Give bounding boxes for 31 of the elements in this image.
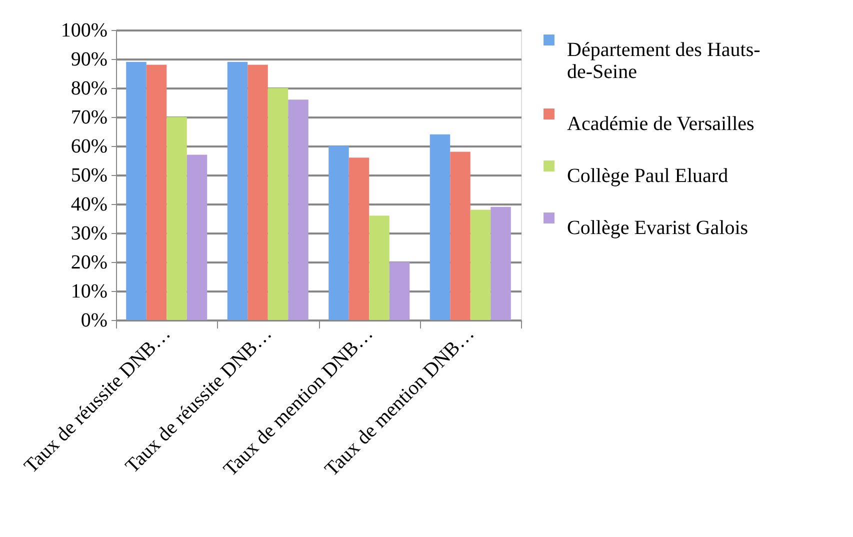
bar: [369, 216, 390, 320]
y-tick-label: 40%: [70, 194, 108, 216]
bar: [186, 154, 208, 320]
bar: [450, 152, 470, 320]
bar: [348, 158, 370, 320]
legend-label: Département des Hauts-de-Seine: [567, 39, 760, 83]
bar: [268, 88, 288, 320]
y-tick-label: 50%: [70, 164, 108, 186]
bar: [248, 64, 268, 320]
y-tick-label: 70%: [70, 106, 108, 128]
y-tick-label: 60%: [70, 136, 108, 158]
bar: [470, 210, 491, 320]
bar: [328, 146, 349, 320]
y-tick-label: 80%: [70, 78, 108, 100]
bar: [288, 100, 308, 320]
y-tick-label: 0%: [80, 310, 108, 332]
bar: [389, 262, 410, 320]
y-tick-label: 20%: [70, 252, 108, 274]
legend-label: Collège Paul Eluard: [567, 165, 728, 187]
y-tick-label: 10%: [70, 280, 108, 302]
bar: [146, 64, 167, 320]
legend-label: Académie de Versailles: [567, 113, 755, 135]
y-tick-label: 30%: [70, 222, 108, 244]
bar: [227, 62, 248, 320]
bar: [166, 117, 187, 320]
bar: [430, 134, 450, 320]
bar: [126, 62, 146, 320]
y-tick-label: 100%: [60, 20, 108, 42]
bar: [490, 206, 511, 320]
y-tick-label: 90%: [70, 48, 108, 70]
legend-label: Collège Evarist Galois: [567, 217, 748, 239]
